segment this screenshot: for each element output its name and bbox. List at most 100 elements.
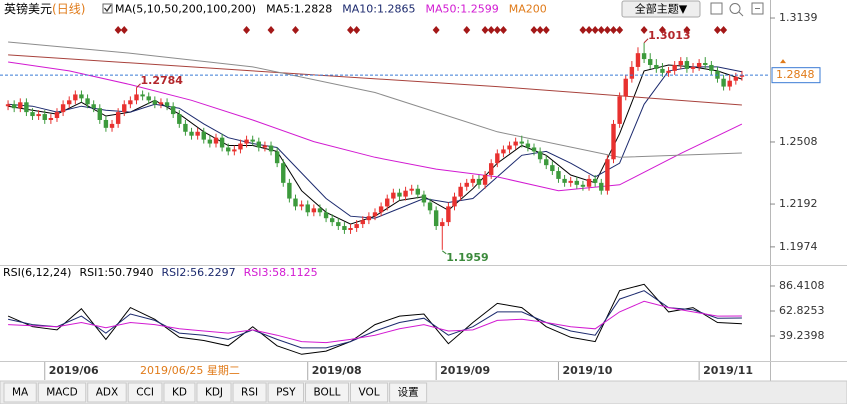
candle-body <box>201 131 206 140</box>
tab-label[interactable]: CCI <box>136 387 154 399</box>
tab-label[interactable]: MA <box>12 387 29 399</box>
checkbox[interactable] <box>102 3 113 14</box>
tab[interactable] <box>267 382 305 403</box>
theme-button-label[interactable]: 全部主题▼ <box>635 2 688 16</box>
candle-body <box>440 222 445 227</box>
y-tick-label: 1.3139 <box>779 11 818 24</box>
toolbar-icons[interactable] <box>710 2 764 17</box>
tab-label[interactable]: 设置 <box>398 387 419 399</box>
candle-body <box>24 102 29 113</box>
signal-marker <box>120 26 128 34</box>
tab[interactable] <box>37 382 87 403</box>
icon[interactable] <box>738 11 744 17</box>
candle-body <box>195 131 200 136</box>
candle-body <box>641 53 647 60</box>
candle-body <box>299 204 304 207</box>
candle-body <box>366 216 372 221</box>
candle-body <box>617 96 622 124</box>
signal-marker <box>597 26 605 34</box>
tab[interactable] <box>196 382 232 403</box>
signal-marker <box>640 26 648 34</box>
legend-item: RSI1:50.7940 <box>79 266 153 279</box>
candle-body <box>158 102 164 105</box>
candle-body <box>183 123 188 132</box>
signal-marker <box>658 26 666 34</box>
candle-body <box>611 123 616 160</box>
cursor-date: 2019/06/25 星期二 <box>140 364 240 377</box>
tab-label[interactable]: PSY <box>276 387 296 399</box>
signal-marker <box>610 26 618 34</box>
candle-body <box>329 218 335 223</box>
candle-body <box>232 149 237 152</box>
legend-item: MA200 <box>509 3 547 16</box>
candle-body <box>79 94 84 99</box>
candle-body <box>568 180 573 183</box>
tab[interactable] <box>350 382 389 403</box>
candle-body <box>336 222 341 227</box>
candle-body <box>18 102 23 109</box>
candle-body <box>226 147 231 152</box>
candle-body <box>128 100 133 105</box>
candle-body <box>391 192 396 199</box>
candle-body <box>739 75 745 77</box>
tab-label[interactable]: BOLL <box>314 387 341 399</box>
tab[interactable] <box>3 382 37 403</box>
signal-marker <box>353 26 361 34</box>
candle-body <box>403 190 408 197</box>
legend-item: MA50:1.2599 <box>426 3 499 16</box>
tab-label[interactable]: KDJ <box>205 387 223 399</box>
annotation: 1.2784 <box>140 74 183 87</box>
tab-label[interactable]: VOL <box>359 387 380 399</box>
candle-body <box>433 210 439 227</box>
instrument-title: 英镑美元 <box>4 1 52 16</box>
signal-marker <box>481 26 489 34</box>
x-tick-label: 2019/11 <box>703 364 753 377</box>
tab[interactable] <box>389 382 428 403</box>
theme-button[interactable] <box>621 0 701 18</box>
candle-body <box>703 63 708 65</box>
candle-body <box>531 147 537 152</box>
signal-marker <box>499 26 507 34</box>
candle-body <box>122 104 127 113</box>
moving-average <box>8 61 743 192</box>
candle-body <box>281 163 286 183</box>
candle-body <box>219 137 225 148</box>
tab[interactable] <box>163 382 196 403</box>
tab-label[interactable]: KD <box>172 387 187 399</box>
annotation-leader <box>643 38 649 44</box>
candle-body <box>452 196 457 207</box>
candle-body <box>672 64 677 71</box>
candle-body <box>354 224 359 229</box>
tab[interactable] <box>305 382 349 403</box>
tab-label[interactable]: RSI <box>241 387 258 399</box>
candle-body <box>733 76 739 81</box>
candle-body <box>666 70 671 73</box>
candle-body <box>427 202 433 211</box>
tab[interactable] <box>127 382 163 403</box>
rsi-line <box>7 283 742 355</box>
signal-marker <box>536 26 544 34</box>
candle-body <box>482 174 488 185</box>
legend-item: RSI3:58.1125 <box>244 266 318 279</box>
candle-body <box>189 131 194 136</box>
icon[interactable] <box>710 2 723 15</box>
icon[interactable] <box>729 3 741 14</box>
signal-marker <box>683 26 691 34</box>
candle-body <box>134 94 139 101</box>
candle-body <box>152 100 158 105</box>
candle-body <box>605 159 610 191</box>
candle-body <box>519 141 524 144</box>
candle-body <box>690 66 696 69</box>
signal-marker <box>591 26 599 34</box>
tab-label[interactable]: MACD <box>46 387 77 399</box>
annotation-leader <box>136 83 141 89</box>
annotation: 1.1959 <box>446 251 488 264</box>
signal-marker <box>720 26 728 34</box>
candle-body <box>287 182 292 199</box>
candle-body <box>648 59 653 65</box>
tab[interactable] <box>87 382 127 403</box>
tab[interactable] <box>232 382 267 403</box>
icon[interactable] <box>751 2 764 15</box>
tab-label[interactable]: ADX <box>96 387 118 399</box>
candle-body <box>476 178 482 185</box>
